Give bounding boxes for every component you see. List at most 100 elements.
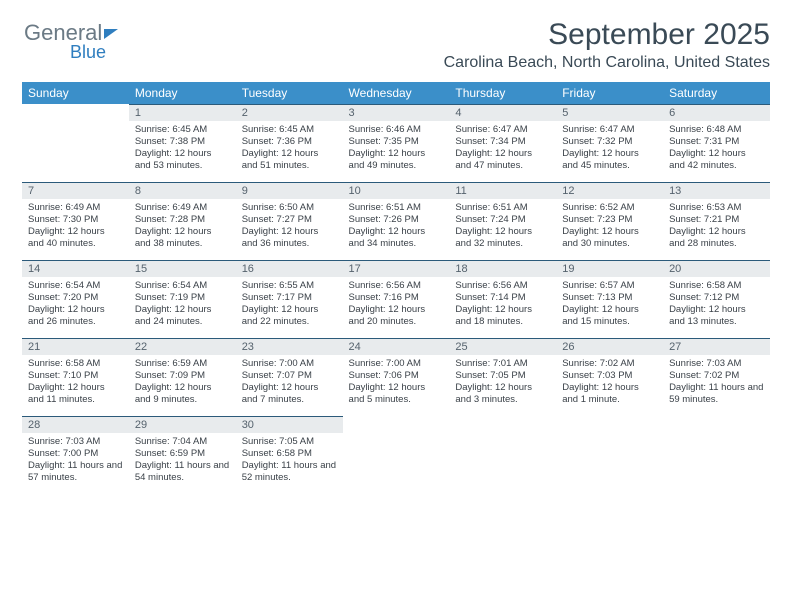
calendar-day-cell: 27Sunrise: 7:03 AMSunset: 7:02 PMDayligh… bbox=[663, 338, 770, 416]
day-content: Sunrise: 6:47 AMSunset: 7:34 PMDaylight:… bbox=[449, 121, 556, 179]
day-number: 3 bbox=[343, 104, 450, 121]
calendar-day-cell: 25Sunrise: 7:01 AMSunset: 7:05 PMDayligh… bbox=[449, 338, 556, 416]
day-number: 5 bbox=[556, 104, 663, 121]
day-number: 8 bbox=[129, 182, 236, 199]
day-content: Sunrise: 6:56 AMSunset: 7:14 PMDaylight:… bbox=[449, 277, 556, 335]
calendar-day-cell: 11Sunrise: 6:51 AMSunset: 7:24 PMDayligh… bbox=[449, 182, 556, 260]
calendar-day-cell: 7Sunrise: 6:49 AMSunset: 7:30 PMDaylight… bbox=[22, 182, 129, 260]
calendar-day-cell: 24Sunrise: 7:00 AMSunset: 7:06 PMDayligh… bbox=[343, 338, 450, 416]
day-content: Sunrise: 6:59 AMSunset: 7:09 PMDaylight:… bbox=[129, 355, 236, 413]
day-number: 24 bbox=[343, 338, 450, 355]
day-content: Sunrise: 6:56 AMSunset: 7:16 PMDaylight:… bbox=[343, 277, 450, 335]
calendar-day-cell: 6Sunrise: 6:48 AMSunset: 7:31 PMDaylight… bbox=[663, 104, 770, 182]
page-title: September 2025 bbox=[22, 18, 770, 52]
day-number: 11 bbox=[449, 182, 556, 199]
day-number: 15 bbox=[129, 260, 236, 277]
calendar-day-cell: 9Sunrise: 6:50 AMSunset: 7:27 PMDaylight… bbox=[236, 182, 343, 260]
calendar-day-cell: 23Sunrise: 7:00 AMSunset: 7:07 PMDayligh… bbox=[236, 338, 343, 416]
day-content: Sunrise: 6:45 AMSunset: 7:38 PMDaylight:… bbox=[129, 121, 236, 179]
calendar-week-row: 14Sunrise: 6:54 AMSunset: 7:20 PMDayligh… bbox=[22, 260, 770, 338]
day-content: Sunrise: 7:00 AMSunset: 7:07 PMDaylight:… bbox=[236, 355, 343, 413]
day-content: Sunrise: 7:02 AMSunset: 7:03 PMDaylight:… bbox=[556, 355, 663, 413]
calendar-day-cell: 20Sunrise: 6:58 AMSunset: 7:12 PMDayligh… bbox=[663, 260, 770, 338]
day-number: 18 bbox=[449, 260, 556, 277]
logo: General Blue bbox=[24, 20, 118, 63]
calendar-body: 1Sunrise: 6:45 AMSunset: 7:38 PMDaylight… bbox=[22, 104, 770, 494]
day-content: Sunrise: 6:47 AMSunset: 7:32 PMDaylight:… bbox=[556, 121, 663, 179]
day-number: 29 bbox=[129, 416, 236, 433]
day-content: Sunrise: 7:04 AMSunset: 6:59 PMDaylight:… bbox=[129, 433, 236, 491]
day-number: 7 bbox=[22, 182, 129, 199]
calendar-header-cell: Friday bbox=[556, 82, 663, 104]
calendar-header-row: SundayMondayTuesdayWednesdayThursdayFrid… bbox=[22, 82, 770, 104]
day-content: Sunrise: 6:52 AMSunset: 7:23 PMDaylight:… bbox=[556, 199, 663, 257]
day-number: 21 bbox=[22, 338, 129, 355]
day-number: 1 bbox=[129, 104, 236, 121]
day-content: Sunrise: 7:01 AMSunset: 7:05 PMDaylight:… bbox=[449, 355, 556, 413]
calendar-day-cell: 17Sunrise: 6:56 AMSunset: 7:16 PMDayligh… bbox=[343, 260, 450, 338]
calendar-header-cell: Wednesday bbox=[343, 82, 450, 104]
day-number: 17 bbox=[343, 260, 450, 277]
calendar-header-cell: Saturday bbox=[663, 82, 770, 104]
calendar-day-cell: 28Sunrise: 7:03 AMSunset: 7:00 PMDayligh… bbox=[22, 416, 129, 494]
calendar-day-cell bbox=[22, 104, 129, 182]
day-content: Sunrise: 6:53 AMSunset: 7:21 PMDaylight:… bbox=[663, 199, 770, 257]
day-content: Sunrise: 6:58 AMSunset: 7:12 PMDaylight:… bbox=[663, 277, 770, 335]
day-number: 22 bbox=[129, 338, 236, 355]
day-content: Sunrise: 6:58 AMSunset: 7:10 PMDaylight:… bbox=[22, 355, 129, 413]
calendar-week-row: 28Sunrise: 7:03 AMSunset: 7:00 PMDayligh… bbox=[22, 416, 770, 494]
calendar-day-cell: 14Sunrise: 6:54 AMSunset: 7:20 PMDayligh… bbox=[22, 260, 129, 338]
calendar-week-row: 7Sunrise: 6:49 AMSunset: 7:30 PMDaylight… bbox=[22, 182, 770, 260]
day-number: 9 bbox=[236, 182, 343, 199]
calendar-day-cell: 4Sunrise: 6:47 AMSunset: 7:34 PMDaylight… bbox=[449, 104, 556, 182]
day-number: 25 bbox=[449, 338, 556, 355]
calendar-day-cell: 18Sunrise: 6:56 AMSunset: 7:14 PMDayligh… bbox=[449, 260, 556, 338]
calendar-header-cell: Tuesday bbox=[236, 82, 343, 104]
day-number: 13 bbox=[663, 182, 770, 199]
calendar-day-cell: 19Sunrise: 6:57 AMSunset: 7:13 PMDayligh… bbox=[556, 260, 663, 338]
calendar-day-cell: 8Sunrise: 6:49 AMSunset: 7:28 PMDaylight… bbox=[129, 182, 236, 260]
calendar-day-cell bbox=[556, 416, 663, 494]
day-content: Sunrise: 6:45 AMSunset: 7:36 PMDaylight:… bbox=[236, 121, 343, 179]
calendar-day-cell bbox=[343, 416, 450, 494]
day-content: Sunrise: 7:03 AMSunset: 7:02 PMDaylight:… bbox=[663, 355, 770, 413]
calendar-day-cell: 13Sunrise: 6:53 AMSunset: 7:21 PMDayligh… bbox=[663, 182, 770, 260]
day-number: 12 bbox=[556, 182, 663, 199]
day-content: Sunrise: 6:51 AMSunset: 7:24 PMDaylight:… bbox=[449, 199, 556, 257]
calendar-day-cell: 21Sunrise: 6:58 AMSunset: 7:10 PMDayligh… bbox=[22, 338, 129, 416]
day-number: 14 bbox=[22, 260, 129, 277]
day-content: Sunrise: 6:55 AMSunset: 7:17 PMDaylight:… bbox=[236, 277, 343, 335]
day-content: Sunrise: 7:03 AMSunset: 7:00 PMDaylight:… bbox=[22, 433, 129, 491]
day-content: Sunrise: 6:57 AMSunset: 7:13 PMDaylight:… bbox=[556, 277, 663, 335]
calendar-header-cell: Sunday bbox=[22, 82, 129, 104]
calendar-day-cell: 12Sunrise: 6:52 AMSunset: 7:23 PMDayligh… bbox=[556, 182, 663, 260]
day-number: 26 bbox=[556, 338, 663, 355]
page-subtitle: Carolina Beach, North Carolina, United S… bbox=[22, 54, 770, 72]
day-content: Sunrise: 6:54 AMSunset: 7:19 PMDaylight:… bbox=[129, 277, 236, 335]
day-number: 19 bbox=[556, 260, 663, 277]
day-content: Sunrise: 6:50 AMSunset: 7:27 PMDaylight:… bbox=[236, 199, 343, 257]
day-number: 4 bbox=[449, 104, 556, 121]
day-number: 27 bbox=[663, 338, 770, 355]
day-content: Sunrise: 6:49 AMSunset: 7:30 PMDaylight:… bbox=[22, 199, 129, 257]
calendar-day-cell: 2Sunrise: 6:45 AMSunset: 7:36 PMDaylight… bbox=[236, 104, 343, 182]
calendar-day-cell bbox=[663, 416, 770, 494]
calendar-day-cell: 26Sunrise: 7:02 AMSunset: 7:03 PMDayligh… bbox=[556, 338, 663, 416]
day-content: Sunrise: 6:48 AMSunset: 7:31 PMDaylight:… bbox=[663, 121, 770, 179]
calendar-day-cell: 3Sunrise: 6:46 AMSunset: 7:35 PMDaylight… bbox=[343, 104, 450, 182]
calendar-header-cell: Thursday bbox=[449, 82, 556, 104]
day-number: 28 bbox=[22, 416, 129, 433]
day-number: 20 bbox=[663, 260, 770, 277]
calendar-day-cell: 22Sunrise: 6:59 AMSunset: 7:09 PMDayligh… bbox=[129, 338, 236, 416]
calendar-day-cell: 10Sunrise: 6:51 AMSunset: 7:26 PMDayligh… bbox=[343, 182, 450, 260]
day-content: Sunrise: 7:05 AMSunset: 6:58 PMDaylight:… bbox=[236, 433, 343, 491]
calendar-day-cell: 1Sunrise: 6:45 AMSunset: 7:38 PMDaylight… bbox=[129, 104, 236, 182]
logo-triangle-icon bbox=[104, 29, 118, 39]
calendar-week-row: 21Sunrise: 6:58 AMSunset: 7:10 PMDayligh… bbox=[22, 338, 770, 416]
day-content: Sunrise: 6:46 AMSunset: 7:35 PMDaylight:… bbox=[343, 121, 450, 179]
day-content: Sunrise: 6:51 AMSunset: 7:26 PMDaylight:… bbox=[343, 199, 450, 257]
calendar-day-cell: 29Sunrise: 7:04 AMSunset: 6:59 PMDayligh… bbox=[129, 416, 236, 494]
day-number: 6 bbox=[663, 104, 770, 121]
logo-text-2: Blue bbox=[70, 42, 118, 63]
day-number: 2 bbox=[236, 104, 343, 121]
